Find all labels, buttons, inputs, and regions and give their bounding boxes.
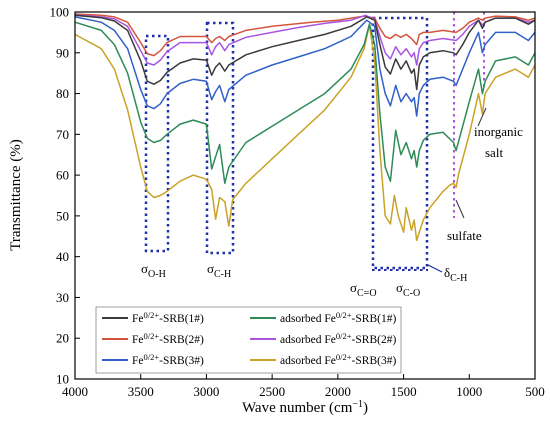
x-tick-label: 1000 (456, 384, 482, 399)
y-tick-label: 70 (56, 127, 69, 142)
series-line-2 (74, 13, 536, 57)
legend-box (95, 306, 402, 374)
oh-region-box (144, 34, 170, 253)
legend-label: adsorbed Fe0/2+-SRB(3#) (280, 352, 396, 367)
y-tick-label: 90 (56, 45, 69, 60)
tick-layer: 4000 3500 3000 2500 2000 1500 1000 500 10 20 30 40 5… (50, 5, 545, 400)
y-tick-label: 30 (56, 290, 69, 305)
plot-frame (74, 11, 536, 380)
annotation-delta-ch: δC-H (444, 265, 467, 284)
legend: Fe0/2+-SRB(1#) Fe0/2+-SRB(2#) Fe0/2+-SRB(3… (95, 306, 402, 374)
x-tick-label: 4000 (62, 384, 88, 399)
y-tick-label: 100 (50, 5, 70, 20)
y-tick-label: 50 (56, 208, 69, 223)
ch-region-box (205, 21, 235, 255)
series-line-3 (74, 16, 536, 117)
series-layer (74, 13, 536, 242)
series-line-6 (74, 24, 536, 242)
annotation-salt: salt (485, 145, 503, 160)
legend-label: Fe0/2+-SRB(3#) (132, 352, 204, 367)
y-tick-label: 10 (56, 372, 69, 387)
legend-label: adsorbed Fe0/2+-SRB(1#) (280, 310, 396, 325)
y-axis-title: Transmittance (%) (8, 139, 24, 251)
series-line-1 (74, 14, 536, 91)
x-tick-label: 3000 (193, 384, 219, 399)
x-tick-label: 2500 (259, 384, 285, 399)
annotation-inorganic: inorganic (474, 124, 523, 139)
annotations: σO-H σC-H σC=O σC-O δC-H inorganic salt … (141, 107, 523, 299)
annotation-sigma-ch: σC-H (207, 261, 231, 280)
y-tick-label: 80 (56, 86, 69, 101)
dch-pointer-line (427, 264, 443, 273)
annotation-sigma-co: σC-O (396, 280, 420, 299)
annotation-sulfate: sulfate (447, 228, 482, 243)
y-tick-label: 40 (56, 249, 69, 264)
sulfate-pointer (455, 199, 465, 219)
y-tick-label: 60 (56, 168, 69, 183)
legend-label: Fe0/2+-SRB(1#) (132, 310, 204, 325)
series-line-4 (74, 21, 536, 185)
x-axis-title: Wave number (cm−1) (242, 399, 368, 416)
annotation-sigma-oh: σO-H (141, 261, 166, 280)
annotation-sigma-c-double-o: σC=O (350, 280, 377, 299)
co-region-box (371, 16, 429, 270)
legend-label: Fe0/2+-SRB(2#) (132, 331, 204, 346)
x-tick-label: 500 (525, 384, 545, 399)
legend-label: adsorbed Fe0/2+-SRB(2#) (280, 331, 396, 346)
y-tick-label: 20 (56, 331, 69, 346)
x-tick-label: 3500 (128, 384, 154, 399)
series-line-5 (74, 14, 536, 66)
inorganic-salt-pointer (477, 107, 487, 127)
x-tick-label: 2000 (325, 384, 351, 399)
x-tick-label: 1500 (391, 384, 417, 399)
